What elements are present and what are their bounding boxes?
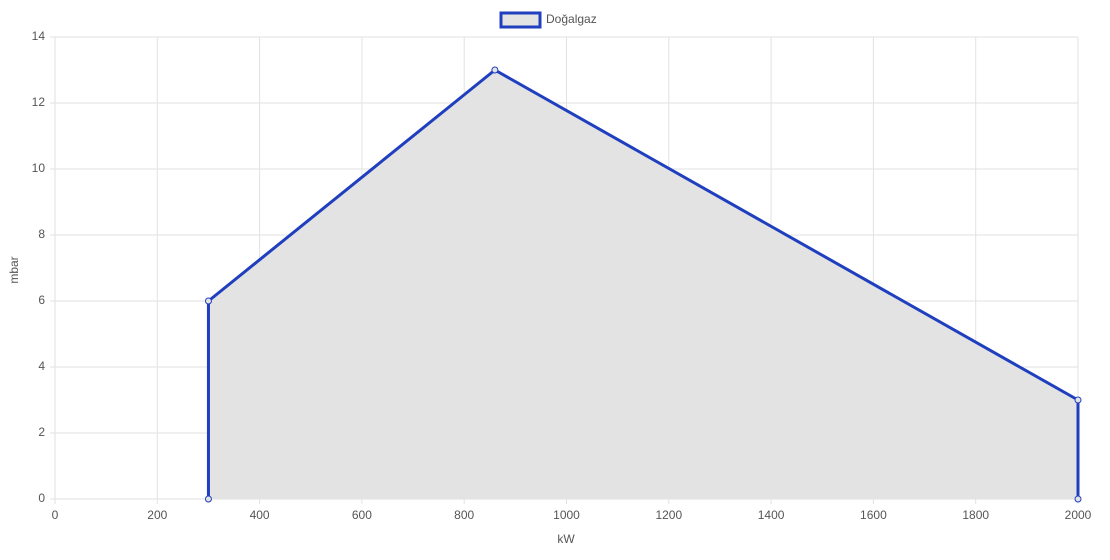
x-tick-label: 600 — [352, 508, 372, 522]
x-tick-label: 1200 — [655, 508, 682, 522]
y-axis-label: mbar — [7, 256, 21, 283]
x-tick-label: 1000 — [553, 508, 580, 522]
y-tick-label: 12 — [32, 95, 46, 109]
point — [1074, 495, 1082, 503]
y-tick-label: 2 — [38, 425, 45, 439]
point — [204, 495, 212, 503]
x-tick-label: 1800 — [962, 508, 989, 522]
x-tick-label: 1600 — [860, 508, 887, 522]
point — [204, 297, 212, 305]
x-tick-label: 0 — [52, 508, 59, 522]
y-tick-label: 14 — [32, 29, 46, 43]
x-tick-label: 200 — [147, 508, 167, 522]
y-tick-label: 10 — [32, 161, 46, 175]
y-tick-label: 8 — [38, 227, 45, 241]
point — [1074, 396, 1082, 404]
y-tick-label: 4 — [38, 359, 45, 373]
x-axis-label: kW — [557, 532, 575, 546]
point — [491, 66, 499, 74]
x-tick-label: 800 — [454, 508, 474, 522]
y-tick-label: 6 — [38, 293, 45, 307]
area — [208, 70, 1078, 499]
x-tick-label: 2000 — [1065, 508, 1092, 522]
legend-swatch[interactable] — [499, 11, 542, 29]
legend-label[interactable]: Doğalgaz — [546, 12, 597, 26]
x-tick-label: 1400 — [758, 508, 785, 522]
x-tick-label: 400 — [250, 508, 270, 522]
y-tick-label: 0 — [38, 491, 45, 505]
